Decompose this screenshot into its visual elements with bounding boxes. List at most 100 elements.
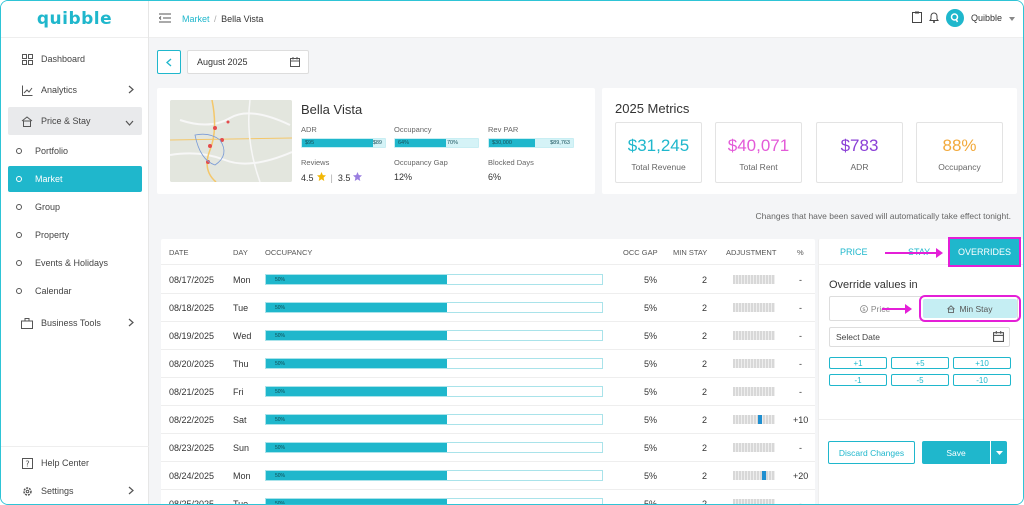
table-row[interactable]: 08/18/2025 Tue 50% 5% 2 -: [161, 294, 815, 322]
toggle-min-stay[interactable]: Min Stay: [919, 295, 1021, 322]
slider-track: [733, 303, 775, 312]
metric-adr: $783 ADR: [816, 122, 903, 183]
row-adjustment-slider[interactable]: [733, 275, 775, 284]
tab-price[interactable]: PRICE: [840, 247, 868, 257]
table-row[interactable]: 08/17/2025 Mon 50% 5% 2 -: [161, 266, 815, 294]
select-date-input[interactable]: Select Date: [829, 327, 1010, 347]
metric-total-rent: $40,071 Total Rent: [715, 122, 802, 183]
month-picker[interactable]: August 2025: [187, 50, 309, 74]
row-percent: -: [799, 359, 802, 369]
row-occupancy-bar: 50%: [265, 470, 603, 481]
increment-minus-10-button[interactable]: -10: [953, 374, 1011, 386]
logo: quibble: [1, 1, 148, 38]
sidebar-item-dashboard[interactable]: Dashboard: [8, 45, 142, 73]
discard-changes-button[interactable]: Discard Changes: [828, 441, 915, 464]
sidebar-item-settings[interactable]: Settings: [8, 477, 142, 504]
row-occupancy-label: 50%: [275, 333, 286, 339]
row-occupancy-bar: 50%: [265, 274, 603, 285]
row-date: 08/23/2025: [169, 443, 215, 453]
table-row[interactable]: 08/21/2025 Fri 50% 5% 2 -: [161, 378, 815, 406]
row-adjustment-slider[interactable]: [733, 331, 775, 340]
slider-track: [733, 275, 775, 284]
sidebar-sub-label: Property: [35, 230, 70, 240]
property-name: Bella Vista: [301, 102, 363, 117]
row-adjustment-slider[interactable]: [733, 471, 775, 480]
header-actions: Quibble: [911, 9, 1015, 27]
slider-knob[interactable]: [762, 471, 766, 480]
row-occupancy-fill: [266, 275, 448, 284]
metrics-card: 2025 Metrics $31,245 Total Revenue $40,0…: [602, 88, 1017, 194]
row-date: 08/25/2025: [169, 499, 215, 505]
user-name[interactable]: Quibble: [970, 13, 1002, 23]
chevron-left-icon: [166, 58, 172, 66]
col-min-stay: MIN STAY: [673, 248, 708, 257]
revpar-bar: $30,000 $89,763: [488, 138, 574, 148]
increment-plus-1-button[interactable]: +1: [829, 357, 887, 369]
table-row[interactable]: 08/25/2025 Tue 50% 5% 2 -: [161, 490, 815, 505]
row-adjustment-slider[interactable]: [733, 415, 775, 424]
row-occupancy-fill: [266, 359, 448, 368]
prev-month-button[interactable]: [157, 50, 181, 74]
reviews-value: 4.5 | 3.5: [301, 172, 363, 183]
row-adjustment-slider[interactable]: [733, 499, 775, 504]
row-min-stay: 2: [702, 331, 708, 341]
row-occupancy-bar: 50%: [265, 414, 603, 425]
chevron-right-icon: [128, 85, 134, 96]
row-adjustment-slider[interactable]: [733, 387, 775, 396]
chevron-right-icon: [128, 486, 134, 497]
bell-icon[interactable]: [929, 11, 939, 25]
sidebar-sub-events-holidays[interactable]: Events & Holidays: [8, 250, 142, 276]
row-adjustment-slider[interactable]: [733, 443, 775, 452]
table-row[interactable]: 08/22/2025 Sat 50% 5% 2 +10: [161, 406, 815, 434]
sidebar-sub-portfolio[interactable]: Portfolio: [8, 138, 142, 164]
row-occupancy-fill: [266, 443, 448, 452]
caret-down-icon[interactable]: [1009, 13, 1015, 23]
tab-overrides[interactable]: OVERRIDES: [948, 237, 1021, 267]
property-map[interactable]: [170, 100, 292, 182]
table-row[interactable]: 08/20/2025 Thu 50% 5% 2 -: [161, 350, 815, 378]
increment-minus-1-button[interactable]: -1: [829, 374, 887, 386]
sidebar-nav: Dashboard Analytics Price & Stay: [1, 45, 149, 340]
metrics-title: 2025 Metrics: [615, 101, 690, 116]
sidebar-sub-group[interactable]: Group: [8, 194, 142, 220]
row-percent: +20: [793, 471, 809, 481]
clipboard-icon[interactable]: [911, 11, 922, 25]
row-occupancy-bar: 50%: [265, 330, 603, 341]
row-min-stay: 2: [702, 387, 708, 397]
col-occ-gap: OCC GAP: [623, 248, 658, 257]
row-percent: -: [799, 387, 802, 397]
table-row[interactable]: 08/19/2025 Wed 50% 5% 2 -: [161, 322, 815, 350]
metric-label: Total Rent: [739, 162, 778, 172]
slider-knob[interactable]: [757, 415, 762, 424]
sidebar-sub-calendar[interactable]: Calendar: [8, 278, 142, 304]
row-adjustment-slider[interactable]: [733, 303, 775, 312]
sidebar-item-price-stay[interactable]: Price & Stay: [8, 107, 142, 135]
table-row[interactable]: 08/24/2025 Mon 50% 5% 2 +20: [161, 462, 815, 490]
sidebar-item-help-center[interactable]: ? Help Center: [8, 449, 142, 477]
sidebar-sub-market[interactable]: Market: [8, 166, 142, 192]
increment-plus-10-button[interactable]: +10: [953, 357, 1011, 369]
increment-minus-5-button[interactable]: -5: [891, 374, 949, 386]
review-score-1: 4.5: [301, 172, 314, 183]
row-occ-gap: 5%: [644, 415, 658, 425]
sidebar-item-label: Price & Stay: [41, 116, 91, 126]
save-button[interactable]: Save: [922, 441, 990, 464]
save-options-button[interactable]: [991, 441, 1007, 464]
row-occupancy-label: 50%: [275, 361, 286, 367]
slider-track: [733, 471, 775, 480]
avatar[interactable]: [945, 9, 964, 27]
sidebar-item-analytics[interactable]: Analytics: [8, 76, 142, 104]
row-date: 08/17/2025: [169, 275, 215, 285]
property-card: Bella Vista ADR $95 $89 Occupancy 64% 70…: [157, 88, 595, 194]
metric-label: ADR: [850, 162, 869, 172]
toggle-price[interactable]: $ Price: [830, 297, 920, 320]
sidebar-sub-property[interactable]: Property: [8, 222, 142, 248]
metric-label: Total Revenue: [631, 162, 686, 172]
col-day: DAY: [233, 248, 248, 257]
sidebar-item-business-tools[interactable]: Business Tools: [8, 309, 142, 337]
table-row[interactable]: 08/23/2025 Sun 50% 5% 2 -: [161, 434, 815, 462]
menu-collapse-icon[interactable]: [158, 13, 171, 26]
breadcrumb-market[interactable]: Market: [182, 14, 210, 24]
row-adjustment-slider[interactable]: [733, 359, 775, 368]
increment-plus-5-button[interactable]: +5: [891, 357, 949, 369]
